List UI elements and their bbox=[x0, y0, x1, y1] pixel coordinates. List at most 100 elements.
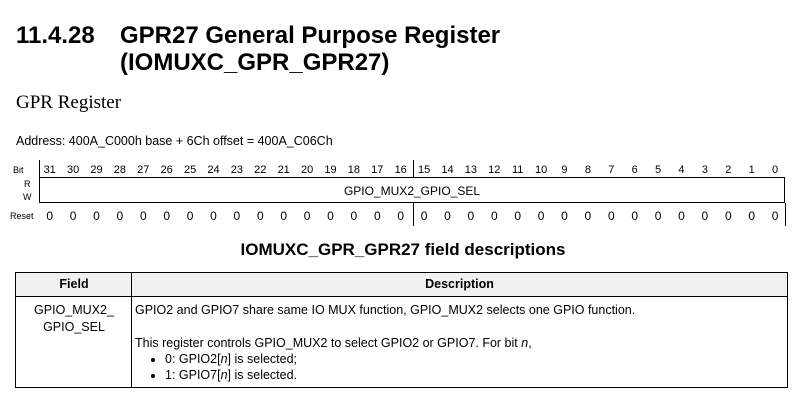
bullet-variable: n bbox=[220, 368, 228, 382]
reset-value: 0 bbox=[163, 209, 171, 223]
reset-label: Reset bbox=[10, 211, 34, 221]
reset-value: 0 bbox=[701, 209, 709, 223]
bit-number: 29 bbox=[90, 164, 103, 176]
bit-number: 13 bbox=[464, 164, 477, 176]
section-title-line2: (IOMUXC_GPR_GPR27) bbox=[120, 49, 390, 76]
column-divider bbox=[131, 273, 132, 387]
register-diagram: Bit R W Reset 31 30 29 28 27 26 25 24 23 22 21 20 19… bbox=[0, 160, 806, 230]
reset-value: 0 bbox=[514, 209, 522, 223]
bit-number: 15 bbox=[417, 164, 431, 176]
field-description-cell: GPIO2 and GPIO7 share same IO MUX functi… bbox=[135, 302, 781, 383]
reset-value: 0 bbox=[607, 209, 615, 223]
bit-number: 14 bbox=[441, 164, 454, 176]
reset-value: 0 bbox=[256, 209, 264, 223]
bullet-text: 1: GPIO7[ bbox=[165, 368, 221, 382]
reset-value: 0 bbox=[631, 209, 639, 223]
bit-number: 9 bbox=[561, 164, 568, 176]
reset-value: 0 bbox=[724, 209, 732, 223]
table-header: Field Description bbox=[16, 273, 787, 297]
bit-divider-left bbox=[39, 160, 40, 177]
register-field-box: GPIO_MUX2_GPIO_SEL bbox=[39, 177, 785, 203]
register-address: Address: 400A_C000h base + 6Ch offset = … bbox=[16, 134, 333, 148]
field-name-line1: GPIO_MUX2_ bbox=[34, 303, 114, 317]
reset-divider-mid bbox=[413, 203, 414, 226]
register-field-name: GPIO_MUX2_GPIO_SEL bbox=[343, 184, 481, 198]
bit-number: 4 bbox=[678, 164, 685, 176]
bullet-variable: n bbox=[220, 352, 228, 366]
bullet-item: 1: GPIO7[n] is selected. bbox=[165, 367, 781, 383]
bit-number: 1 bbox=[748, 164, 755, 176]
reset-value: 0 bbox=[210, 209, 217, 223]
reset-value: 0 bbox=[490, 209, 498, 223]
reset-value: 0 bbox=[654, 209, 662, 223]
bit-divider-mid bbox=[413, 160, 414, 177]
reset-value: 0 bbox=[397, 209, 405, 223]
bullet-text: 0: GPIO2[ bbox=[165, 352, 221, 366]
bit-number: 8 bbox=[584, 164, 591, 176]
field-name-cell: GPIO_MUX2_ GPIO_SEL bbox=[16, 302, 132, 336]
bit-number: 0 bbox=[772, 164, 779, 176]
bit-number: 12 bbox=[488, 164, 501, 176]
description-paragraph-2: This register controls GPIO_MUX2 to sele… bbox=[135, 335, 781, 351]
register-subtitle: GPR Register bbox=[16, 92, 122, 113]
reset-value: 0 bbox=[46, 209, 54, 223]
reset-value: 0 bbox=[350, 209, 358, 223]
section-title: GPR27 General Purpose Register (IOMUXC_G… bbox=[120, 22, 500, 76]
reset-value: 0 bbox=[186, 209, 194, 223]
bullet-suffix: ] is selected; bbox=[227, 352, 298, 366]
reset-value: 0 bbox=[69, 209, 77, 223]
bit-number: 3 bbox=[701, 164, 708, 176]
paragraph-2-text: This register controls GPIO_MUX2 to sele… bbox=[135, 336, 522, 350]
field-descriptions-table: Field Description GPIO_MUX2_ GPIO_SEL GP… bbox=[15, 272, 788, 388]
section-number: 11.4.28 bbox=[16, 22, 95, 49]
bit-number: 18 bbox=[347, 164, 360, 176]
reset-divider-right bbox=[785, 203, 786, 226]
field-descriptions-title: IOMUXC_GPR_GPR27 field descriptions bbox=[240, 240, 566, 259]
reset-value: 0 bbox=[116, 209, 124, 223]
bit-label: Bit bbox=[13, 165, 24, 175]
field-name-line2: GPIO_SEL bbox=[43, 320, 105, 334]
reset-value: 0 bbox=[233, 209, 241, 223]
paragraph-2-suffix: , bbox=[528, 336, 532, 350]
bit-number: 25 bbox=[183, 164, 197, 176]
bit-number: 30 bbox=[66, 164, 80, 176]
bit-number: 28 bbox=[113, 164, 126, 176]
reset-value: 0 bbox=[444, 209, 451, 223]
bit-number: 24 bbox=[207, 164, 220, 176]
header-field: Field bbox=[59, 277, 89, 291]
bullet-suffix: ] is selected. bbox=[227, 368, 298, 382]
description-bullets: 0: GPIO2[n] is selected; 1: GPIO7[n] is … bbox=[135, 351, 781, 383]
reset-value: 0 bbox=[748, 209, 756, 223]
bit-number: 2 bbox=[725, 164, 732, 176]
bit-number: 23 bbox=[230, 164, 243, 176]
reset-value: 0 bbox=[537, 209, 545, 223]
reset-value: 0 bbox=[771, 209, 779, 223]
reset-value: 0 bbox=[561, 209, 568, 223]
bit-number: 16 bbox=[394, 164, 407, 176]
bit-number: 7 bbox=[608, 164, 615, 176]
section-title-line1: GPR27 General Purpose Register bbox=[120, 22, 501, 49]
reset-value: 0 bbox=[327, 209, 334, 223]
bit-number: 22 bbox=[254, 164, 267, 176]
reset-value: 0 bbox=[139, 209, 147, 223]
reset-value: 0 bbox=[303, 209, 311, 223]
bit-number: 20 bbox=[300, 164, 314, 176]
write-label: W bbox=[23, 192, 32, 202]
header-description: Description bbox=[425, 277, 494, 291]
reset-value: 0 bbox=[678, 209, 685, 223]
bit-number: 27 bbox=[137, 164, 150, 176]
bit-variable: n bbox=[521, 336, 529, 350]
bit-number: 26 bbox=[160, 164, 173, 176]
bit-number: 11 bbox=[511, 164, 524, 176]
reset-value: 0 bbox=[93, 209, 100, 223]
bit-number: 17 bbox=[371, 164, 384, 176]
bit-number: 31 bbox=[43, 164, 56, 176]
read-label: R bbox=[24, 179, 31, 189]
reset-value: 0 bbox=[467, 209, 475, 223]
bit-number: 5 bbox=[655, 164, 662, 176]
reset-value: 0 bbox=[280, 209, 288, 223]
bit-number: 19 bbox=[324, 164, 337, 176]
bit-number: 21 bbox=[277, 164, 290, 176]
bullet-item: 0: GPIO2[n] is selected; bbox=[165, 351, 781, 367]
